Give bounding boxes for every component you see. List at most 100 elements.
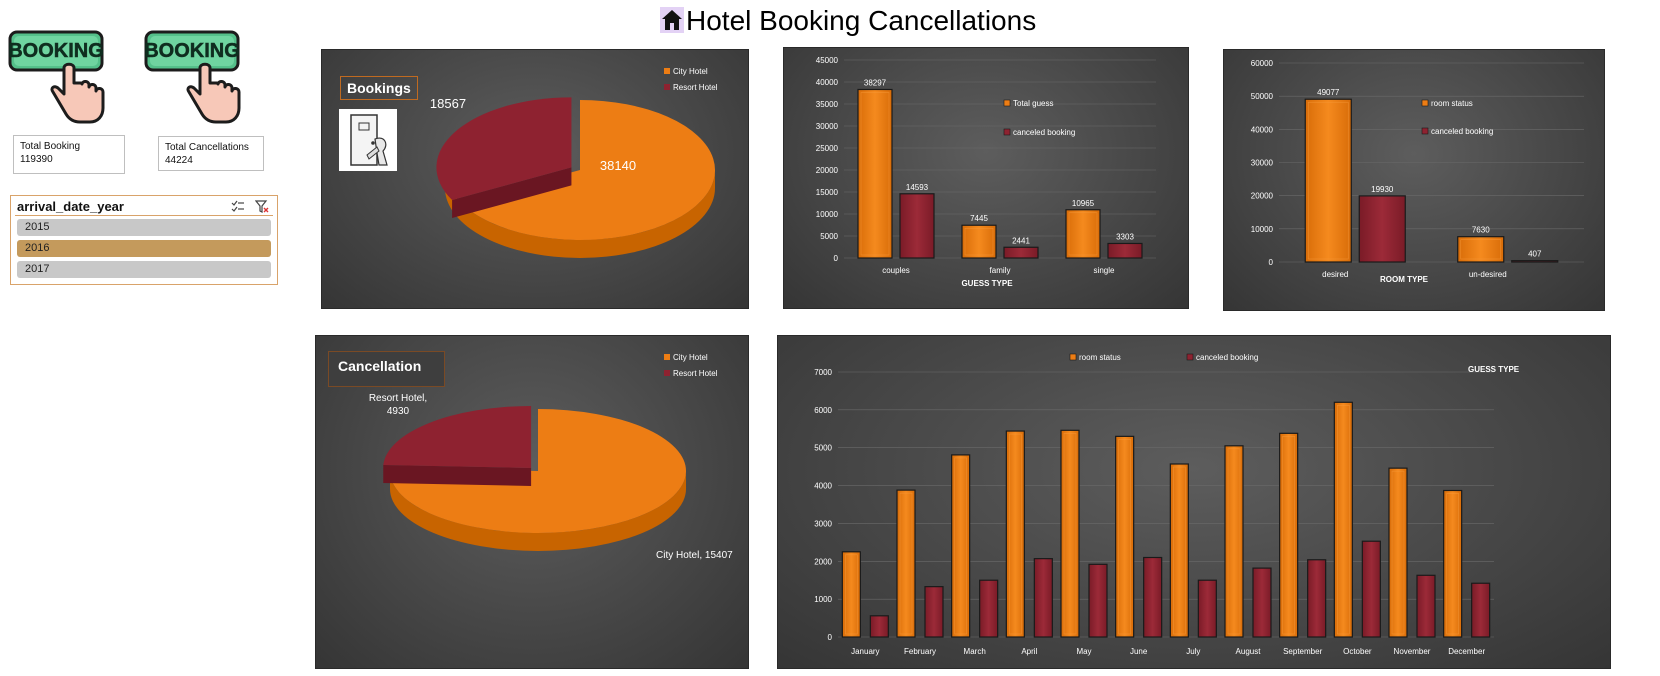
kpi-total-cancellations: Total Cancellations 44224 [158,136,264,171]
booking-button-2[interactable]: BOOKING [144,30,244,125]
legend-label-total-guess: Total guess [1013,99,1053,108]
bar-canceled-booking-couples [899,193,935,259]
pie-slice-city-hotel [460,100,715,240]
room-type-bar-svg: 0 10000 20000 30000 40000 50000 60000 49077 1993… [1251,59,1584,284]
x-tick-label-april: April [1021,647,1037,656]
bar-inner-highlight [1282,436,1295,635]
y-tick-label: 0 [1269,258,1274,267]
guest-type-bar-chart: 0 5000 10000 15000 20000 25000 30000 35000 40000… [783,47,1189,309]
page-title: Hotel Booking Cancellations [660,4,1036,38]
bar-inner-highlight [899,492,913,635]
bar-inner-highlight [1227,448,1241,635]
bar-canceled-booking-may [1088,563,1108,638]
x-tick-label-single: single [1094,266,1115,275]
y-tick-label: 0 [834,254,839,263]
bar-room-status-december [1443,489,1463,638]
slicer-item-2016[interactable]: 2016 [17,240,271,257]
bar-room-status-august [1224,445,1244,638]
page-title-text: Hotel Booking Cancellations [686,5,1037,36]
legend-swatch-resort-hotel [664,370,670,376]
y-tick-label: 15000 [816,188,839,197]
year-slicer: arrival_date_year 2015 2016 2017 [10,195,278,285]
kpi-total-booking-value: 119390 [20,154,53,165]
bar-room-status-july [1169,463,1189,638]
x-tick-label-un-desired: un-desired [1469,270,1507,279]
cancellation-title-box [328,351,445,387]
legend-swatch-city-hotel [664,354,670,360]
bar-room-status-un-desired [1457,236,1505,263]
y-tick-label: 20000 [816,166,839,175]
bar-canceled-booking-desired [1358,195,1406,263]
bar-room-status-june [1115,435,1135,638]
kpi-total-booking: Total Booking 119390 [13,135,125,174]
bar-inner-highlight [1118,439,1131,635]
legend-label-resort-hotel: Resort Hotel [673,369,718,378]
x-tick-label-february: February [904,647,936,656]
bar-canceled-booking-december [1471,582,1491,638]
data-label-resort-hotel: 18567 [430,96,466,111]
booking-button-label: BOOKING [8,40,104,62]
booking-button-label: BOOKING [144,40,240,62]
bookings-pie-chart: City Hotel Resort Hotel 38140 18567 Booking… [321,49,749,309]
x-tick-label-november: November [1394,647,1431,656]
bar-canceled-booking-november [1416,574,1436,638]
slicer-title: arrival_date_year [17,199,124,214]
y-tick-label: 60000 [1251,59,1274,68]
legend-label-room-status: room status [1079,353,1121,362]
bar-canceled-booking-single [1107,242,1143,259]
x-tick-label-june: June [1130,647,1148,656]
legend-label-room-status: room status [1431,99,1473,108]
room-type-bar-chart: 0 10000 20000 30000 40000 50000 60000 49077 1993… [1223,49,1605,311]
bar-inner-highlight [1063,433,1077,635]
pie-depth-city-hotel [390,471,686,551]
monthly-bar-chart: 0 1000 2000 3000 4000 5000 6000 7000 January Febr… [777,335,1611,669]
data-label-resort-hotel-name: Resort Hotel, [369,393,427,404]
bar-canceled-booking-august [1252,567,1272,638]
data-label-resort-hotel-value: 4930 [387,406,410,417]
bar-canceled-booking-october [1361,540,1381,638]
bar-room-status-september [1279,432,1299,638]
clear-filter-icon[interactable] [255,200,269,214]
cancellation-chart-title: Cancellation [338,358,422,374]
bar-canceled-booking-february [924,586,944,638]
data-label-room-status-un-desired: 7630 [1472,226,1490,235]
data-label-city-hotel: 38140 [600,158,636,173]
bar-room-status-desired [1304,98,1352,263]
x-tick-label-couples: couples [882,266,910,275]
y-tick-label: 3000 [814,519,832,528]
y-tick-label: 1000 [814,595,832,604]
monthly-bar-svg: 0 1000 2000 3000 4000 5000 6000 7000 January Febr… [814,353,1520,656]
kpi-total-cancellations-value: 44224 [165,155,193,166]
hotel-door-icon [339,109,397,171]
legend-swatch-canceled-booking [1186,353,1194,361]
x-tick-label-october: October [1343,647,1372,656]
y-tick-label: 10000 [1251,225,1274,234]
pie-slice-resort-hotel [383,405,532,468]
booking-hand-icon [50,62,105,124]
cancellation-pie-chart: City Hotel Resort Hotel City Hotel, 15407 R… [315,335,749,669]
y-tick-label: 30000 [816,122,839,131]
bar-inner-highlight [1460,239,1502,260]
bar-room-status-january [841,551,861,638]
y-tick-label: 7000 [814,368,832,377]
bar-room-status-april [1005,430,1025,638]
pie-depth-city-hotel [445,170,715,258]
data-label-total-guess-family: 7445 [970,214,988,223]
legend-swatch-resort-hotel [664,84,670,90]
bar-total-guess-couples [857,88,893,259]
data-label-canceled-booking-single: 3303 [1116,232,1134,241]
slicer-item-2015[interactable]: 2015 [17,219,271,236]
slicer-item-2017[interactable]: 2017 [17,261,271,278]
x-tick-label-desired: desired [1322,270,1348,279]
y-tick-label: 2000 [814,557,832,566]
data-label-total-guess-couples: 38297 [864,78,887,87]
bar-total-guess-single [1065,209,1101,259]
legend-label-canceled-booking: canceled booking [1196,353,1258,362]
booking-button-1[interactable]: BOOKING [8,30,108,125]
y-tick-label: 4000 [814,482,832,491]
x-axis-title: GUESS TYPE [961,279,1013,288]
pie-slice-city-hotel [390,409,686,533]
multi-select-icon[interactable] [231,200,245,214]
data-label-room-status-desired: 49077 [1317,88,1340,97]
booking-hand-icon [186,62,241,124]
